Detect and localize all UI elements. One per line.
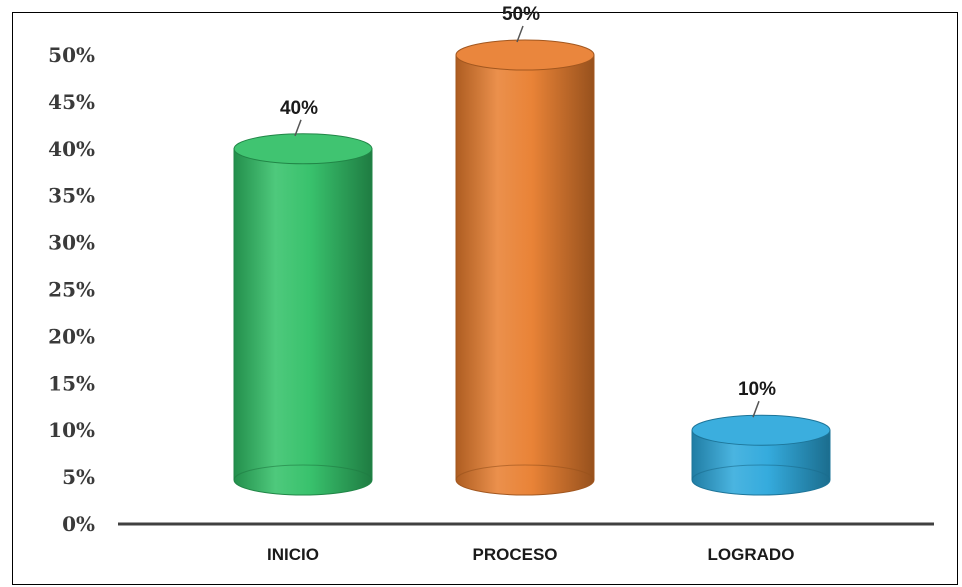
bar-proceso xyxy=(455,39,595,496)
bar-top-cap xyxy=(233,133,373,165)
y-axis-ticks: 0% 5% 10% 15% 20% 25% 30% 35% 40% 45% 50% xyxy=(48,43,95,536)
data-labels: 40% 50% 10% xyxy=(280,4,776,418)
bar-top-cap xyxy=(691,414,831,446)
y-tick-label: 15% xyxy=(48,371,95,395)
x-tick-label: PROCESO xyxy=(472,545,557,564)
bar-base-rim xyxy=(691,464,831,481)
bar-base-rim xyxy=(233,464,373,481)
x-tick-label: INICIO xyxy=(267,545,319,564)
bar-body xyxy=(691,429,831,496)
data-label: 50% xyxy=(502,4,540,25)
bars xyxy=(233,39,831,496)
y-tick-label: 0% xyxy=(62,512,95,536)
data-label-leader xyxy=(516,25,524,43)
data-label: 10% xyxy=(738,379,776,400)
y-tick-label: 20% xyxy=(48,324,95,348)
data-label: 40% xyxy=(280,98,318,119)
bar-body xyxy=(455,54,595,496)
data-label-leader xyxy=(752,400,760,418)
bar-top-cap xyxy=(455,39,595,71)
x-axis-ticks: INICIO PROCESO LOGRADO xyxy=(267,545,794,564)
y-tick-label: 40% xyxy=(48,137,95,161)
y-tick-label: 30% xyxy=(48,231,95,255)
x-tick-label: LOGRADO xyxy=(708,545,795,564)
bar-base-rim xyxy=(455,464,595,481)
y-tick-label: 45% xyxy=(48,90,95,114)
y-tick-label: 10% xyxy=(48,418,95,442)
bar-body xyxy=(233,148,373,496)
data-label-leader xyxy=(294,119,302,137)
y-tick-label: 50% xyxy=(48,43,95,67)
y-tick-label: 35% xyxy=(48,184,95,208)
y-tick-label: 5% xyxy=(62,465,95,489)
bar-logrado xyxy=(691,414,831,496)
y-tick-label: 25% xyxy=(48,278,95,302)
bar-inicio xyxy=(233,133,373,496)
